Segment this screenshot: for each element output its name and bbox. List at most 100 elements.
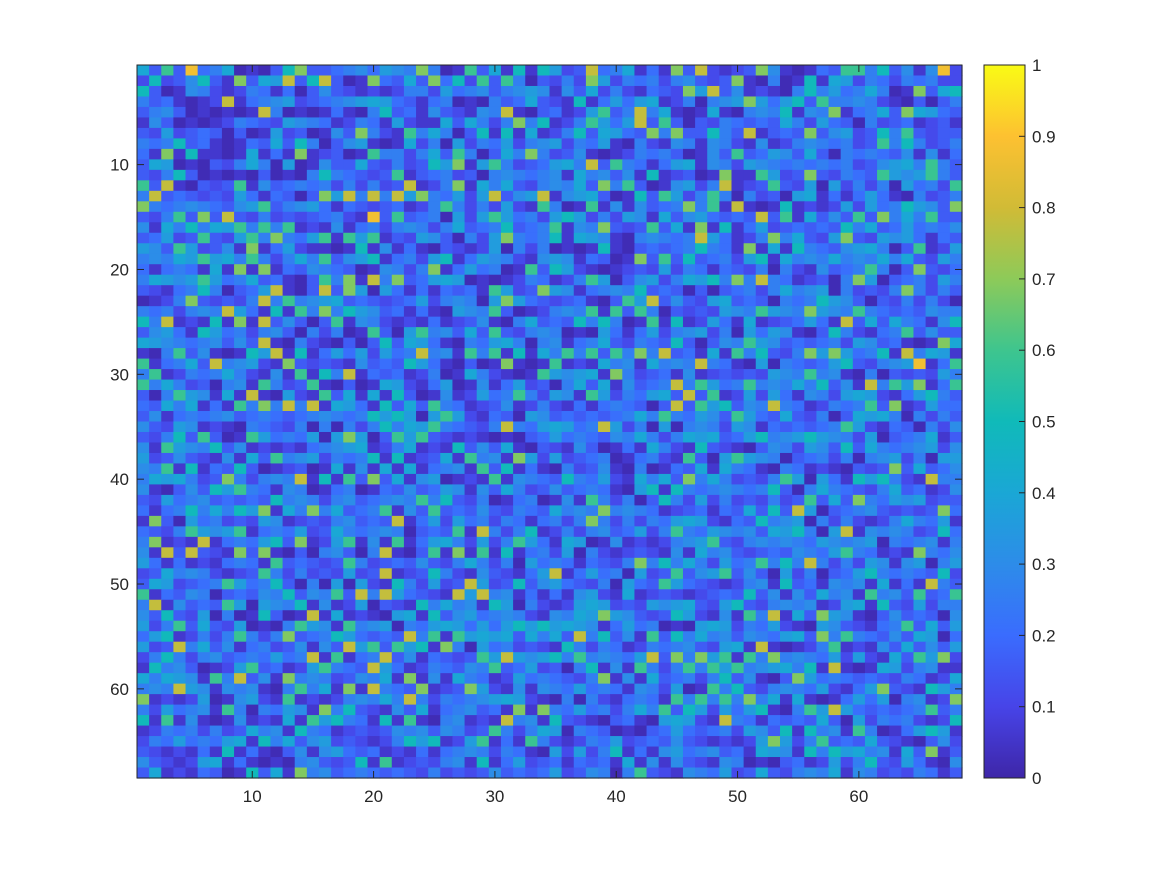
heatmap-cell xyxy=(573,348,587,360)
heatmap-cell xyxy=(658,547,672,559)
heatmap-cell xyxy=(318,526,332,538)
heatmap-cell xyxy=(634,578,648,590)
heatmap-cell xyxy=(500,358,514,370)
heatmap-cell xyxy=(209,411,223,423)
heatmap-cell xyxy=(634,484,648,496)
heatmap-cell xyxy=(270,641,284,653)
heatmap-cell xyxy=(428,505,441,517)
heatmap-cell xyxy=(173,683,187,695)
heatmap-cell xyxy=(634,526,648,538)
heatmap-cell xyxy=(682,285,696,297)
heatmap-cell xyxy=(561,421,575,433)
heatmap-cell xyxy=(367,190,381,202)
heatmap-cell xyxy=(780,306,793,318)
heatmap-cell xyxy=(804,673,818,685)
heatmap-cell xyxy=(695,65,708,77)
heatmap-cell xyxy=(719,400,733,412)
heatmap-cell xyxy=(391,484,405,496)
heatmap-cell xyxy=(343,662,356,674)
heatmap-cell xyxy=(379,148,393,160)
heatmap-cell xyxy=(731,148,745,160)
heatmap-cell xyxy=(173,725,187,737)
heatmap-cell xyxy=(149,222,162,234)
heatmap-cell xyxy=(403,515,417,527)
heatmap-cell xyxy=(585,264,599,276)
heatmap-cell xyxy=(828,285,842,297)
heatmap-cell xyxy=(525,75,538,87)
heatmap-cell xyxy=(197,211,211,223)
heatmap-cell xyxy=(670,295,684,307)
heatmap-cell xyxy=(197,746,211,758)
heatmap-cell xyxy=(658,264,672,276)
heatmap-cell xyxy=(403,306,417,318)
heatmap-cell xyxy=(913,232,927,244)
heatmap-cell xyxy=(331,473,344,486)
heatmap-cell xyxy=(804,421,818,433)
heatmap-cell xyxy=(525,725,538,737)
heatmap-cell xyxy=(428,316,441,328)
heatmap-cell xyxy=(149,547,162,559)
heatmap-cell xyxy=(537,620,551,632)
heatmap-cell xyxy=(731,96,745,108)
heatmap-cell xyxy=(658,222,672,234)
heatmap-cell xyxy=(161,127,174,139)
heatmap-cell xyxy=(197,631,211,643)
heatmap-cell xyxy=(767,180,781,192)
heatmap-cell xyxy=(452,442,466,454)
heatmap-cell xyxy=(464,159,478,171)
heatmap-cell xyxy=(525,673,538,685)
heatmap-cell xyxy=(149,515,162,527)
heatmap-cell xyxy=(828,725,842,737)
heatmap-cell xyxy=(343,327,356,339)
heatmap-cell xyxy=(792,599,805,611)
heatmap-cell xyxy=(367,736,381,748)
heatmap-cell xyxy=(161,274,174,286)
heatmap-cell xyxy=(792,673,805,685)
heatmap-cell xyxy=(173,159,187,171)
heatmap-cell xyxy=(755,222,769,234)
heatmap-cell xyxy=(391,358,405,370)
heatmap-cell xyxy=(500,662,514,674)
heatmap-cell xyxy=(804,620,818,632)
heatmap-cell xyxy=(889,337,902,349)
heatmap-cell xyxy=(234,473,247,486)
heatmap-cell xyxy=(294,673,308,685)
heatmap-cell xyxy=(161,75,174,87)
heatmap-cell xyxy=(391,683,405,695)
heatmap-cell xyxy=(889,316,902,328)
heatmap-cell xyxy=(598,578,611,590)
heatmap-cell xyxy=(864,96,878,108)
heatmap-cell xyxy=(949,421,963,433)
heatmap-cell xyxy=(646,117,660,129)
heatmap-cell xyxy=(695,536,708,548)
heatmap-cell xyxy=(221,85,235,98)
heatmap-cell xyxy=(500,421,514,433)
heatmap-cell xyxy=(318,358,332,370)
heatmap-cell xyxy=(428,190,441,202)
heatmap-cell xyxy=(476,610,490,622)
heatmap-cell xyxy=(682,201,696,213)
heatmap-cell xyxy=(719,641,733,653)
heatmap-cell xyxy=(634,725,648,737)
heatmap-cell xyxy=(573,96,587,108)
heatmap-cell xyxy=(877,652,890,664)
heatmap-cell xyxy=(889,75,902,87)
heatmap-cell xyxy=(537,274,551,286)
heatmap-cell xyxy=(695,85,708,98)
heatmap-cell xyxy=(889,138,902,150)
heatmap-cell xyxy=(828,264,842,276)
heatmap-cell xyxy=(780,704,793,716)
heatmap-cell xyxy=(197,736,211,748)
heatmap-cell xyxy=(282,610,296,622)
heatmap-cell xyxy=(525,578,538,590)
heatmap-cell xyxy=(137,180,150,192)
heatmap-cell xyxy=(731,620,745,632)
heatmap-cell xyxy=(792,641,805,653)
heatmap-cell xyxy=(816,327,830,339)
heatmap-cell xyxy=(792,169,805,181)
heatmap-cell xyxy=(258,652,272,664)
heatmap-cell xyxy=(804,473,818,486)
heatmap-cell xyxy=(306,400,320,412)
heatmap-cell xyxy=(864,757,878,769)
heatmap-cell xyxy=(440,337,454,349)
